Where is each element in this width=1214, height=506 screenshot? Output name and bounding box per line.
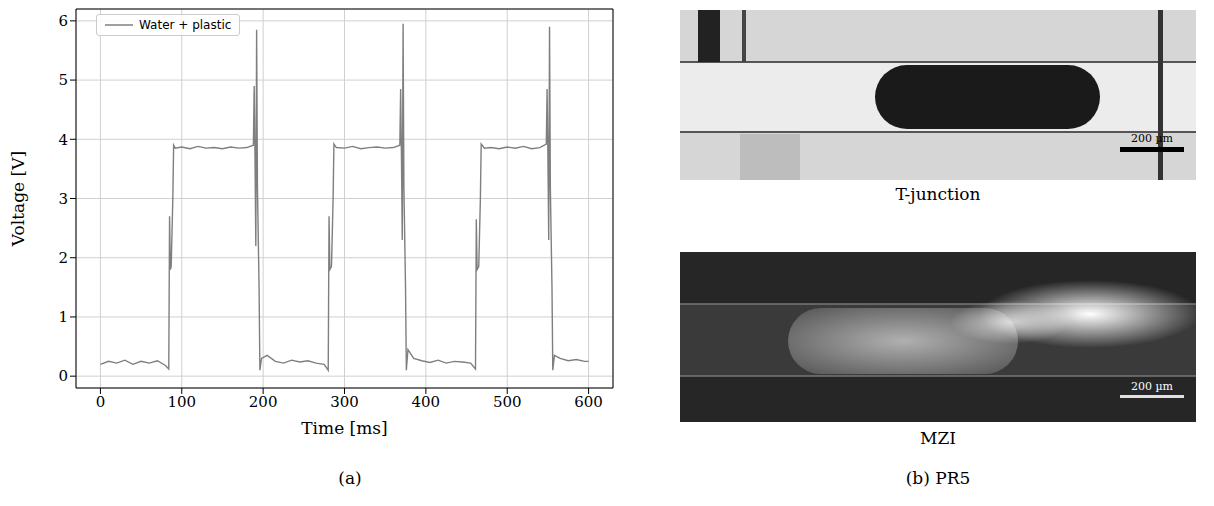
svg-text:5: 5: [58, 71, 68, 89]
svg-text:Time [ms]: Time [ms]: [301, 418, 387, 438]
svg-text:2: 2: [58, 249, 68, 267]
svg-text:300: 300: [330, 393, 359, 411]
html-text:(b) PR5: (b) PR5: [905, 468, 971, 488]
svg-text:0: 0: [58, 367, 68, 385]
svg-text:6: 6: [58, 12, 68, 30]
html-text:(a): (a): [338, 468, 362, 488]
svg-text:1: 1: [58, 308, 68, 326]
svg-text:200 µm: 200 µm: [1131, 132, 1174, 145]
html-text:T-junction: T-junction: [895, 184, 981, 204]
html-text:Water + plastic: Water + plastic: [139, 18, 232, 32]
svg-text:Voltage [V]: Voltage [V]: [8, 151, 28, 247]
html-text:MZI: MZI: [920, 428, 956, 448]
svg-text:0: 0: [96, 393, 106, 411]
svg-text:4: 4: [58, 131, 68, 149]
svg-text:500: 500: [493, 393, 522, 411]
svg-text:100: 100: [167, 393, 196, 411]
svg-text:200: 200: [249, 393, 278, 411]
svg-text:400: 400: [412, 393, 441, 411]
svg-text:3: 3: [58, 190, 68, 208]
svg-text:600: 600: [574, 393, 603, 411]
svg-text:200 µm: 200 µm: [1131, 380, 1174, 393]
